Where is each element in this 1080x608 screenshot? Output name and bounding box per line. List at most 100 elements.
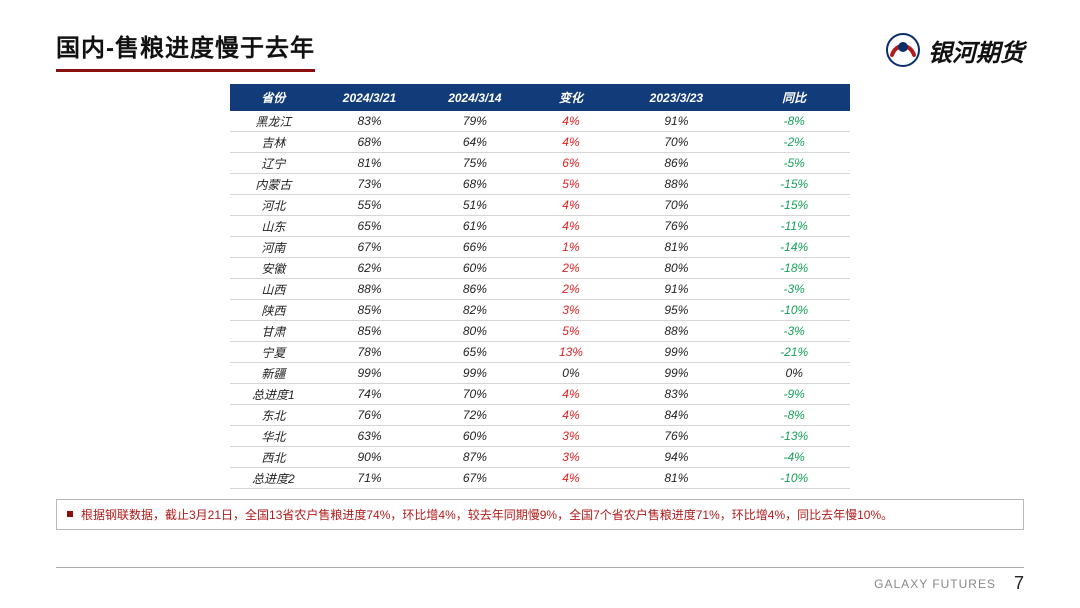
cell-date3: 76%	[614, 426, 738, 447]
cell-province: 西北	[230, 447, 317, 468]
cell-yoy: -18%	[738, 258, 850, 279]
footer: GALAXY FUTURES 7	[56, 573, 1024, 594]
cell-date3: 86%	[614, 153, 738, 174]
cell-date3: 94%	[614, 447, 738, 468]
cell-yoy: -14%	[738, 237, 850, 258]
cell-date3: 99%	[614, 363, 738, 384]
cell-date2: 80%	[422, 321, 527, 342]
cell-province: 陕西	[230, 300, 317, 321]
cell-date2: 82%	[422, 300, 527, 321]
table-row: 华北63%60%3%76%-13%	[230, 426, 850, 447]
cell-change: 4%	[528, 405, 615, 426]
cell-date2: 66%	[422, 237, 527, 258]
cell-yoy: -2%	[738, 132, 850, 153]
col-province: 省份	[230, 84, 317, 111]
cell-date3: 80%	[614, 258, 738, 279]
cell-date1: 83%	[317, 111, 422, 132]
cell-province: 山西	[230, 279, 317, 300]
table-row: 黑龙江83%79%4%91%-8%	[230, 111, 850, 132]
table-row: 吉林68%64%4%70%-2%	[230, 132, 850, 153]
cell-date2: 65%	[422, 342, 527, 363]
table-row: 山西88%86%2%91%-3%	[230, 279, 850, 300]
cell-date2: 86%	[422, 279, 527, 300]
cell-province: 河南	[230, 237, 317, 258]
cell-province: 新疆	[230, 363, 317, 384]
cell-date2: 60%	[422, 258, 527, 279]
cell-yoy: -13%	[738, 426, 850, 447]
table-head: 省份 2024/3/21 2024/3/14 变化 2023/3/23 同比	[230, 84, 850, 111]
cell-yoy: -10%	[738, 300, 850, 321]
cell-date3: 83%	[614, 384, 738, 405]
table-row: 内蒙古73%68%5%88%-15%	[230, 174, 850, 195]
cell-date2: 99%	[422, 363, 527, 384]
cell-change: 5%	[528, 174, 615, 195]
cell-date1: 65%	[317, 216, 422, 237]
cell-change: 4%	[528, 468, 615, 489]
cell-date3: 70%	[614, 195, 738, 216]
cell-yoy: -11%	[738, 216, 850, 237]
cell-date2: 79%	[422, 111, 527, 132]
cell-date1: 73%	[317, 174, 422, 195]
cell-date1: 63%	[317, 426, 422, 447]
cell-date2: 68%	[422, 174, 527, 195]
bullet-icon	[67, 511, 73, 517]
table-row: 总进度174%70%4%83%-9%	[230, 384, 850, 405]
cell-date1: 78%	[317, 342, 422, 363]
cell-change: 2%	[528, 258, 615, 279]
table-row: 新疆99%99%0%99%0%	[230, 363, 850, 384]
col-date1: 2024/3/21	[317, 84, 422, 111]
table-row: 河北55%51%4%70%-15%	[230, 195, 850, 216]
cell-province: 山东	[230, 216, 317, 237]
cell-yoy: -15%	[738, 195, 850, 216]
cell-province: 辽宁	[230, 153, 317, 174]
cell-change: 0%	[528, 363, 615, 384]
col-date3: 2023/3/23	[614, 84, 738, 111]
cell-date3: 81%	[614, 468, 738, 489]
table-row: 宁夏78%65%13%99%-21%	[230, 342, 850, 363]
cell-date1: 76%	[317, 405, 422, 426]
cell-change: 2%	[528, 279, 615, 300]
cell-change: 1%	[528, 237, 615, 258]
col-change: 变化	[528, 84, 615, 111]
page-number: 7	[1014, 573, 1024, 594]
cell-yoy: -3%	[738, 279, 850, 300]
cell-date2: 75%	[422, 153, 527, 174]
cell-yoy: -4%	[738, 447, 850, 468]
cell-date1: 88%	[317, 279, 422, 300]
table-row: 山东65%61%4%76%-11%	[230, 216, 850, 237]
cell-change: 5%	[528, 321, 615, 342]
col-yoy: 同比	[738, 84, 850, 111]
col-date2: 2024/3/14	[422, 84, 527, 111]
cell-province: 河北	[230, 195, 317, 216]
cell-date1: 68%	[317, 132, 422, 153]
footer-brand: GALAXY FUTURES	[874, 577, 996, 591]
note-box: 根据钢联数据，截止3月21日，全国13省农户售粮进度74%，环比增4%，较去年同…	[56, 499, 1024, 530]
cell-date3: 91%	[614, 279, 738, 300]
cell-change: 13%	[528, 342, 615, 363]
cell-date1: 99%	[317, 363, 422, 384]
title-rest: -售粮进度慢于去年	[106, 35, 315, 62]
cell-date1: 74%	[317, 384, 422, 405]
galaxy-logo-icon	[886, 33, 920, 67]
cell-change: 4%	[528, 132, 615, 153]
cell-date3: 70%	[614, 132, 738, 153]
table-row: 辽宁81%75%6%86%-5%	[230, 153, 850, 174]
cell-change: 4%	[528, 216, 615, 237]
cell-date3: 95%	[614, 300, 738, 321]
cell-date2: 87%	[422, 447, 527, 468]
cell-province: 东北	[230, 405, 317, 426]
cell-date1: 55%	[317, 195, 422, 216]
cell-province: 安徽	[230, 258, 317, 279]
cell-change: 4%	[528, 195, 615, 216]
cell-province: 总进度1	[230, 384, 317, 405]
table-row: 河南67%66%1%81%-14%	[230, 237, 850, 258]
cell-change: 4%	[528, 384, 615, 405]
cell-province: 内蒙古	[230, 174, 317, 195]
cell-date1: 67%	[317, 237, 422, 258]
cell-date2: 60%	[422, 426, 527, 447]
table-row: 总进度271%67%4%81%-10%	[230, 468, 850, 489]
cell-date1: 62%	[317, 258, 422, 279]
cell-change: 4%	[528, 111, 615, 132]
cell-date2: 70%	[422, 384, 527, 405]
cell-yoy: -5%	[738, 153, 850, 174]
